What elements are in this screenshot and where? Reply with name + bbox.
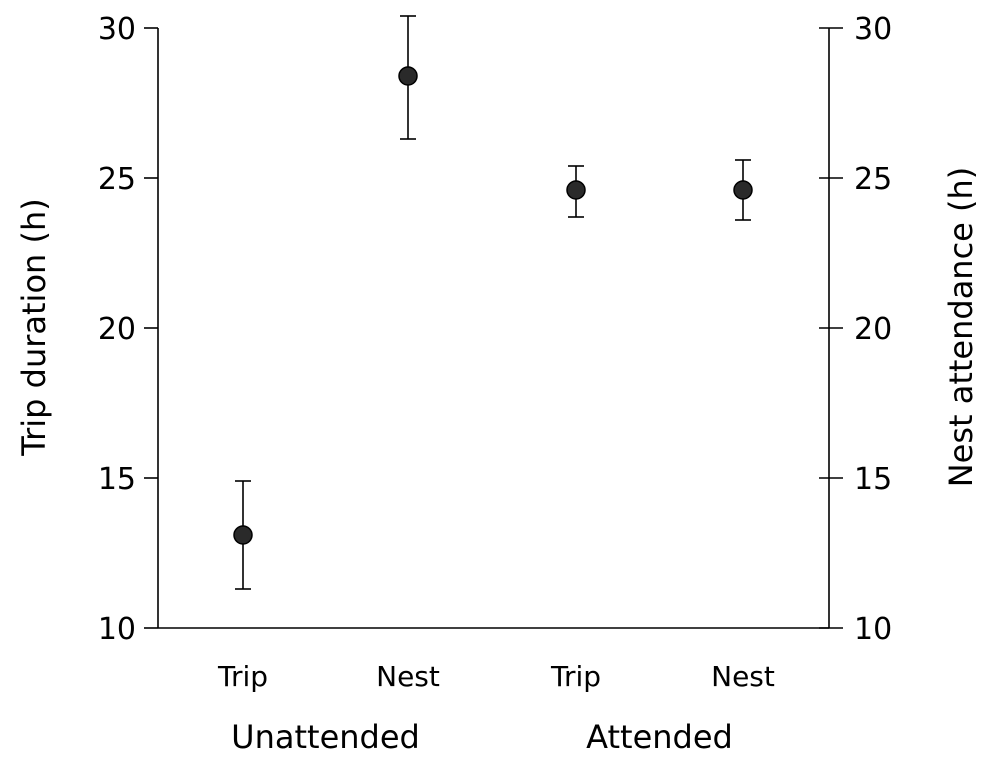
axes-group bbox=[158, 28, 829, 628]
x-tick-label: Trip bbox=[550, 660, 601, 693]
y-tick-label-right: 25 bbox=[854, 162, 892, 197]
y-tick-label-left: 10 bbox=[98, 612, 136, 647]
marks-group bbox=[234, 16, 752, 589]
y-tick-label-right: 15 bbox=[854, 462, 892, 497]
y-tick-label-left: 20 bbox=[98, 312, 136, 347]
x-tick-label: Nest bbox=[376, 660, 440, 693]
y-tick-label-left: 15 bbox=[98, 462, 136, 497]
x-tick-label: Nest bbox=[711, 660, 775, 693]
y-tick-label-right: 30 bbox=[854, 12, 892, 47]
labels-group: 10 10 15 15 20 20 25 25 30 30 Trip Nest Trip Nest Unat… bbox=[98, 12, 892, 756]
x-group-label: Unattended bbox=[231, 718, 420, 756]
y-tick-label-left: 30 bbox=[98, 12, 136, 47]
y-tick-label-right: 20 bbox=[854, 312, 892, 347]
y-tick-label-left: 25 bbox=[98, 162, 136, 197]
data-point bbox=[734, 181, 752, 199]
y-axis-title-right: Nest attendance (h) bbox=[942, 167, 980, 488]
data-point bbox=[234, 526, 252, 544]
x-group-label: Attended bbox=[586, 718, 733, 756]
data-point bbox=[399, 67, 417, 85]
data-point bbox=[567, 181, 585, 199]
y-axis-title-left: Trip duration (h) bbox=[15, 198, 53, 456]
y-tick-label-right: 10 bbox=[854, 612, 892, 647]
x-tick-label: Trip bbox=[217, 660, 268, 693]
